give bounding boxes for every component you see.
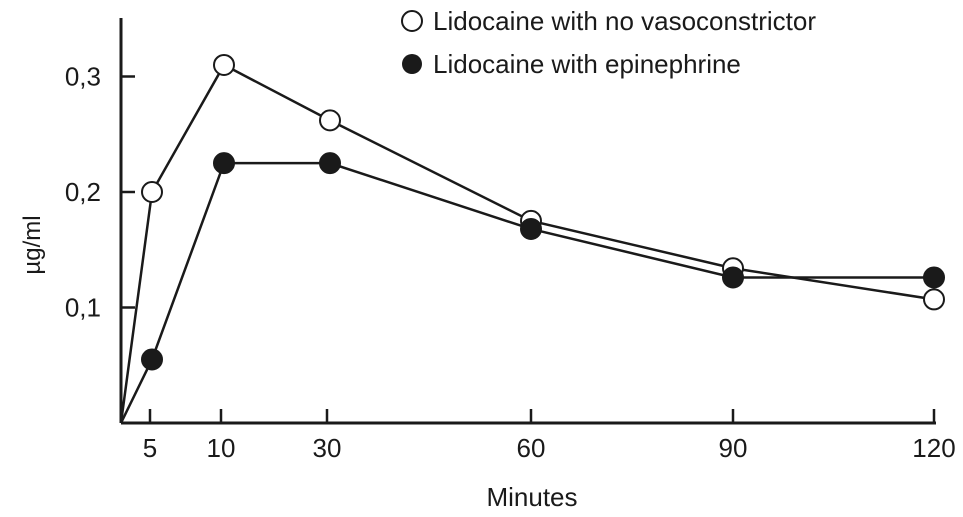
- data-point-filled: [319, 152, 341, 175]
- data-point-filled: [141, 348, 163, 371]
- data-point-filled: [923, 266, 945, 289]
- series-line-0: [119, 63, 935, 424]
- data-point-open: [923, 288, 945, 311]
- x-tick-label: 90: [719, 433, 748, 463]
- y-tick-label: 0,1: [65, 293, 101, 323]
- data-point-filled: [722, 266, 744, 289]
- data-point-open: [141, 181, 163, 203]
- data-point-filled: [213, 152, 235, 175]
- x-tick-label: 5: [143, 433, 157, 463]
- axes: 5 10 30 60 90 120 0,1 0,2 0,3: [65, 18, 956, 463]
- y-tick-label: 0,3: [65, 62, 101, 92]
- x-axis-label: Minutes: [486, 482, 577, 512]
- data-point-filled: [520, 217, 542, 240]
- y-axis-label: µg/ml: [19, 215, 46, 274]
- data-point-open: [319, 109, 341, 132]
- series-layer: [119, 53, 945, 424]
- legend-label-no-vasoconstrictor: Lidocaine with no vasoconstrictor: [433, 6, 816, 36]
- legend-marker-open: [401, 10, 423, 32]
- x-tick-label: 10: [207, 433, 236, 463]
- x-tick-label: 30: [313, 433, 342, 463]
- y-tick-label: 0,2: [65, 177, 101, 207]
- legend-marker-filled: [402, 54, 422, 74]
- legend: Lidocaine with no vasoconstrictor Lidoca…: [401, 6, 816, 79]
- data-point-open: [213, 53, 235, 76]
- x-tick-label: 120: [912, 433, 955, 463]
- x-tick-label: 60: [517, 433, 546, 463]
- legend-label-epinephrine: Lidocaine with epinephrine: [433, 49, 741, 79]
- series-line-1: [119, 161, 934, 424]
